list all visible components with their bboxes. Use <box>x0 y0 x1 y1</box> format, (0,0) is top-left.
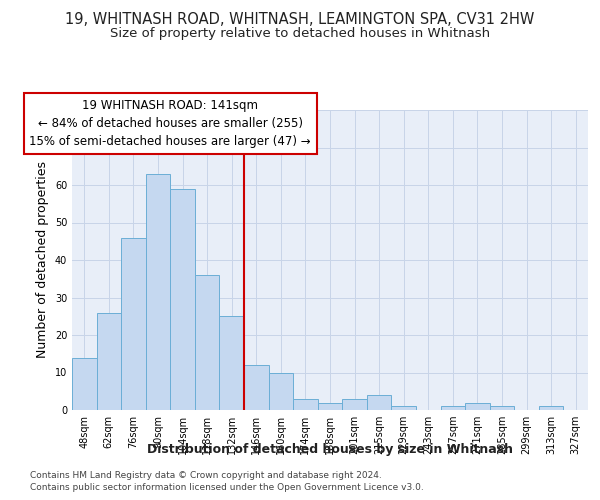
Bar <box>170 188 195 410</box>
Bar <box>318 402 342 410</box>
Text: Size of property relative to detached houses in Whitnash: Size of property relative to detached ho… <box>110 28 490 40</box>
Bar <box>465 402 490 410</box>
Bar <box>195 275 220 410</box>
Bar <box>97 312 121 410</box>
Text: Distribution of detached houses by size in Whitnash: Distribution of detached houses by size … <box>147 442 513 456</box>
Bar <box>121 238 146 410</box>
Text: 19 WHITNASH ROAD: 141sqm
← 84% of detached houses are smaller (255)
15% of semi-: 19 WHITNASH ROAD: 141sqm ← 84% of detach… <box>29 98 311 148</box>
Bar <box>72 358 97 410</box>
Text: 19, WHITNASH ROAD, WHITNASH, LEAMINGTON SPA, CV31 2HW: 19, WHITNASH ROAD, WHITNASH, LEAMINGTON … <box>65 12 535 28</box>
Bar <box>244 365 269 410</box>
Bar <box>440 406 465 410</box>
Y-axis label: Number of detached properties: Number of detached properties <box>36 162 49 358</box>
Bar <box>539 406 563 410</box>
Text: Contains HM Land Registry data © Crown copyright and database right 2024.: Contains HM Land Registry data © Crown c… <box>30 471 382 480</box>
Bar <box>269 372 293 410</box>
Bar <box>367 395 391 410</box>
Bar <box>490 406 514 410</box>
Bar <box>146 174 170 410</box>
Bar <box>342 399 367 410</box>
Bar <box>293 399 318 410</box>
Bar <box>220 316 244 410</box>
Text: Contains public sector information licensed under the Open Government Licence v3: Contains public sector information licen… <box>30 484 424 492</box>
Bar <box>391 406 416 410</box>
